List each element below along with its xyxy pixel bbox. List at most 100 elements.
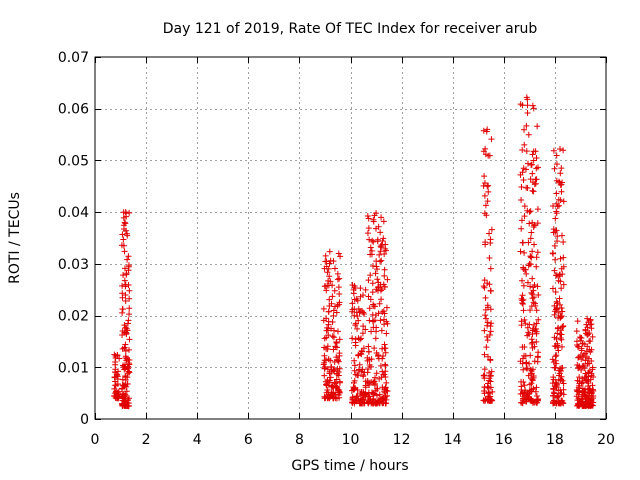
data-point bbox=[349, 335, 356, 342]
x-tick-label: 10 bbox=[342, 432, 360, 448]
data-point bbox=[531, 181, 538, 188]
data-point bbox=[534, 206, 541, 213]
data-point bbox=[528, 386, 535, 393]
data-point bbox=[556, 365, 563, 372]
data-point bbox=[534, 397, 541, 404]
data-point bbox=[528, 254, 535, 261]
data-point bbox=[113, 371, 120, 378]
data-point bbox=[360, 309, 367, 316]
data-point bbox=[556, 271, 563, 278]
data-point bbox=[520, 307, 527, 314]
data-point bbox=[367, 272, 374, 279]
data-point bbox=[555, 372, 562, 379]
data-point bbox=[520, 389, 527, 396]
data-point bbox=[523, 270, 530, 277]
data-point bbox=[550, 376, 557, 383]
data-point bbox=[364, 369, 371, 376]
data-point bbox=[329, 333, 336, 340]
data-point bbox=[335, 284, 342, 291]
data-point bbox=[573, 338, 580, 345]
data-point bbox=[574, 362, 581, 369]
data-point bbox=[357, 285, 364, 292]
data-point bbox=[373, 210, 380, 217]
data-point bbox=[553, 298, 560, 305]
data-point bbox=[582, 327, 589, 334]
data-point bbox=[357, 293, 364, 300]
data-point bbox=[369, 289, 376, 296]
data-point bbox=[383, 379, 390, 386]
data-point bbox=[482, 241, 489, 248]
data-point bbox=[481, 277, 488, 284]
data-point bbox=[520, 176, 527, 183]
data-point bbox=[361, 399, 368, 406]
data-point bbox=[587, 316, 594, 323]
x-tick-label: 8 bbox=[295, 432, 304, 448]
data-point bbox=[325, 356, 332, 363]
data-point bbox=[376, 375, 383, 382]
data-point bbox=[361, 310, 368, 317]
data-point bbox=[585, 331, 592, 338]
data-point bbox=[576, 334, 583, 341]
data-point bbox=[530, 299, 537, 306]
data-point bbox=[556, 202, 563, 209]
data-point bbox=[125, 253, 132, 260]
data-point bbox=[360, 323, 367, 330]
data-point bbox=[356, 361, 363, 368]
data-point bbox=[552, 256, 559, 263]
y-tick-label: 0.06 bbox=[58, 102, 89, 118]
data-point bbox=[519, 102, 526, 109]
data-point bbox=[522, 166, 529, 173]
data-point bbox=[556, 295, 563, 302]
data-point bbox=[330, 307, 337, 314]
data-point bbox=[486, 255, 493, 262]
data-point bbox=[549, 356, 556, 363]
data-point bbox=[585, 369, 592, 376]
y-tick-label: 0.01 bbox=[58, 360, 89, 376]
data-point bbox=[123, 383, 130, 390]
data-point bbox=[335, 358, 342, 365]
data-point bbox=[575, 343, 582, 350]
data-point bbox=[558, 331, 565, 338]
data-point bbox=[122, 376, 129, 383]
data-point bbox=[578, 334, 585, 341]
data-point bbox=[519, 301, 526, 308]
data-point bbox=[126, 336, 133, 343]
data-point bbox=[126, 311, 133, 318]
data-point bbox=[531, 343, 538, 350]
data-point bbox=[354, 313, 361, 320]
data-point bbox=[356, 336, 363, 343]
data-point bbox=[376, 251, 383, 258]
data-point bbox=[559, 271, 566, 278]
data-point bbox=[484, 319, 491, 326]
data-point bbox=[121, 265, 128, 272]
y-tick-label: 0.05 bbox=[58, 153, 89, 169]
data-point bbox=[377, 362, 384, 369]
data-point bbox=[521, 203, 528, 210]
data-point bbox=[374, 399, 381, 406]
data-point bbox=[518, 277, 525, 284]
data-point bbox=[382, 349, 389, 356]
data-point bbox=[552, 289, 559, 296]
data-point bbox=[587, 321, 594, 328]
data-point bbox=[524, 110, 531, 117]
data-point bbox=[325, 265, 332, 272]
data-point bbox=[126, 287, 133, 294]
data-point bbox=[550, 147, 557, 154]
data-point bbox=[321, 372, 328, 379]
data-point bbox=[533, 254, 540, 261]
data-point bbox=[122, 341, 129, 348]
data-point bbox=[578, 367, 585, 374]
data-point bbox=[378, 327, 385, 334]
data-point bbox=[528, 368, 535, 375]
data-point bbox=[120, 222, 127, 229]
data-point bbox=[383, 330, 390, 337]
data-point bbox=[121, 397, 128, 404]
data-point bbox=[381, 283, 388, 290]
data-point bbox=[121, 322, 128, 329]
data-point bbox=[518, 295, 525, 302]
x-tick-label: 4 bbox=[193, 432, 202, 448]
data-point bbox=[523, 365, 530, 372]
data-point bbox=[487, 306, 494, 313]
data-point bbox=[531, 358, 538, 365]
data-point bbox=[323, 287, 330, 294]
